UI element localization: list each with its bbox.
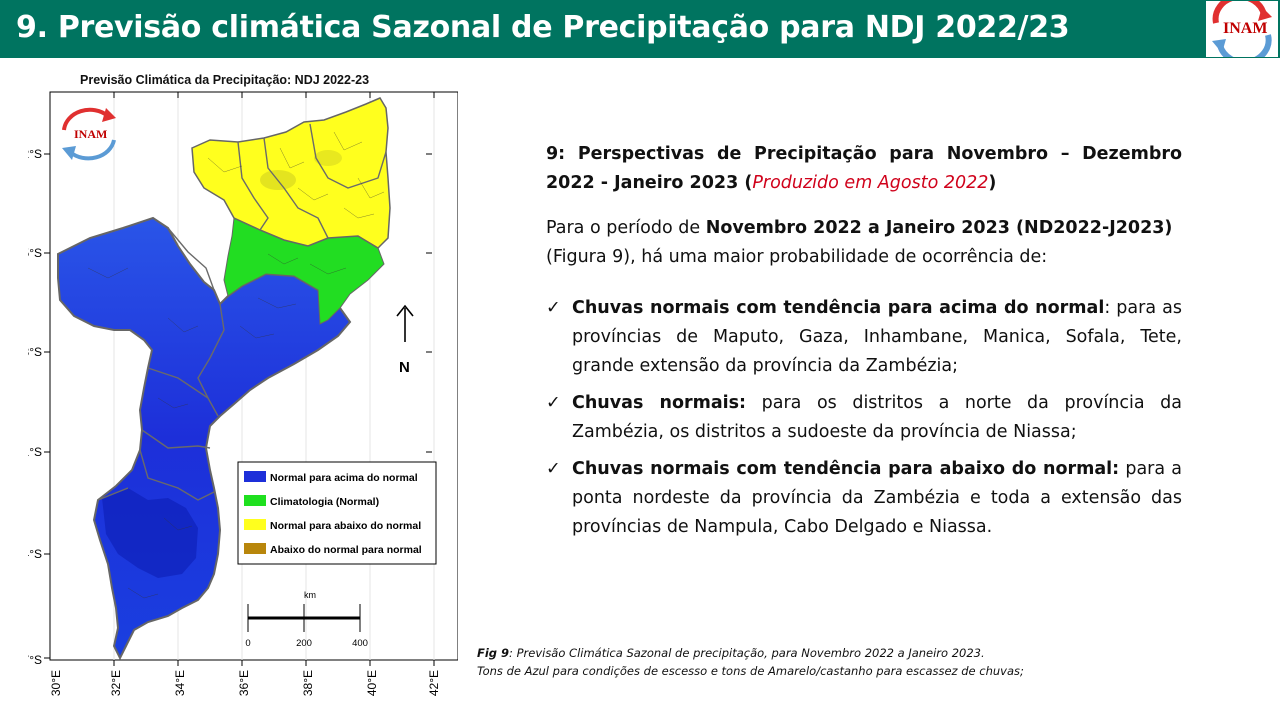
legend-label: Abaixo do normal para normal [270,544,422,556]
bullet-bold: Chuvas normais com tendência para abaixo… [572,459,1120,479]
lon-labels: 30°E 32°E 34°E 36°E 38°E 40°E 42°E [49,670,441,696]
slide-title: 9. Previsão climática Sazonal de Precipi… [16,10,1070,45]
lon-label: 30°E [49,670,63,696]
check-icon: ✓ [546,459,561,479]
lon-label: 38°E [301,670,315,696]
figure-caption: Fig 9: Previsão Climática Sazonal de pre… [477,644,1024,680]
inam-logo: INAM [1206,0,1278,66]
district-borders [87,131,385,599]
section-heading: 9: Perspectivas de Precipitação para Nov… [546,140,1182,198]
lat-labels: 12°S 15°S 18°S 21°S 24°S 27°S [28,147,42,667]
intro-pre: Para o período de [546,218,706,238]
list-item: ✓ Chuvas normais: para os distritos a no… [546,389,1182,447]
check-icon: ✓ [546,393,561,413]
forecast-map-figure: Previsão Climática da Precipitação: NDJ … [28,68,458,720]
north-label: N [399,359,410,376]
bullet-bold: Chuvas normais com tendência para acima … [572,298,1105,318]
lat-label: 15°S [28,246,42,260]
caption-line1: : Previsão Climática Sazonal de precipit… [509,646,985,660]
scale-label: 200 [296,638,312,649]
lon-label: 32°E [109,670,123,696]
yellow-shade-patch [314,150,342,166]
legend-label: Climatologia (Normal) [270,496,379,508]
forecast-text: 9: Perspectivas de Precipitação para Nov… [546,140,1182,550]
check-icon: ✓ [546,298,561,318]
heading-close: ) [988,173,997,193]
intro-paragraph: Para o período de Novembro 2022 a Janeir… [546,214,1182,272]
list-item: ✓ Chuvas normais com tendência para acim… [546,294,1182,381]
bullet-bold: Chuvas normais: [572,393,747,413]
lon-label: 34°E [173,670,187,696]
region-normal-below [191,97,391,249]
legend-swatch [244,519,266,530]
forecast-bullets: ✓ Chuvas normais com tendência para acim… [546,294,1182,542]
province-borders [97,123,387,501]
scale-bar: km 0 200 400 [245,590,368,649]
caption-label: Fig 9 [477,646,510,660]
lon-label: 36°E [237,670,251,696]
heading-text: 9: Perspectivas de Precipitação para Nov… [546,144,1182,193]
legend-swatch [244,495,266,506]
map-legend: Normal para acima do normal Climatologia… [237,461,437,565]
intro-period: Novembro 2022 a Janeiro 2023 [705,218,1010,238]
bullet-text: para os distritos a norte da província d… [572,393,1182,442]
legend-swatch [244,543,266,554]
lon-label: 42°E [427,670,441,696]
lon-label: 40°E [365,670,379,696]
title-bar: 9. Previsão climática Sazonal de Precipi… [0,0,1280,66]
scale-unit: km [304,590,316,600]
legend-swatch [244,471,266,482]
map-logo-text: INAM [74,127,107,141]
map-title: Previsão Climática da Precipitação: NDJ … [80,73,370,87]
north-arrow: N [396,304,414,376]
logo-text: INAM [1223,20,1268,37]
bullet-text: para a ponta nordeste da província da Za… [572,459,1182,537]
intro-period-code: (ND2022-J2023) [1009,218,1173,238]
intro-post: (Figura 9), há uma maior probabilidade d… [546,247,1048,267]
legend-label: Normal para acima do normal [270,472,418,484]
lat-label: 21°S [28,445,42,459]
lat-label: 18°S [28,345,42,359]
bullet-text: : para as províncias de Maputo, Gaza, In… [572,298,1182,376]
map-inam-logo: INAM [62,107,116,161]
lat-label: 12°S [28,147,42,161]
scale-label: 400 [352,638,368,649]
lat-label: 27°S [28,653,42,667]
map-canvas: 12°S 15°S 18°S 21°S 24°S 27°S 30°E 32°E … [28,91,458,696]
caption-line2: Tons de Azul para condições de escesso e… [477,664,1024,678]
heading-produced-note: Produzido em Agosto 2022 [752,173,989,193]
region-dark-blue-patch [102,488,198,578]
list-item: ✓ Chuvas normais com tendência para abai… [546,455,1182,542]
legend-label: Normal para abaixo do normal [270,520,421,532]
lat-label: 24°S [28,547,42,561]
scale-label: 0 [245,638,250,649]
